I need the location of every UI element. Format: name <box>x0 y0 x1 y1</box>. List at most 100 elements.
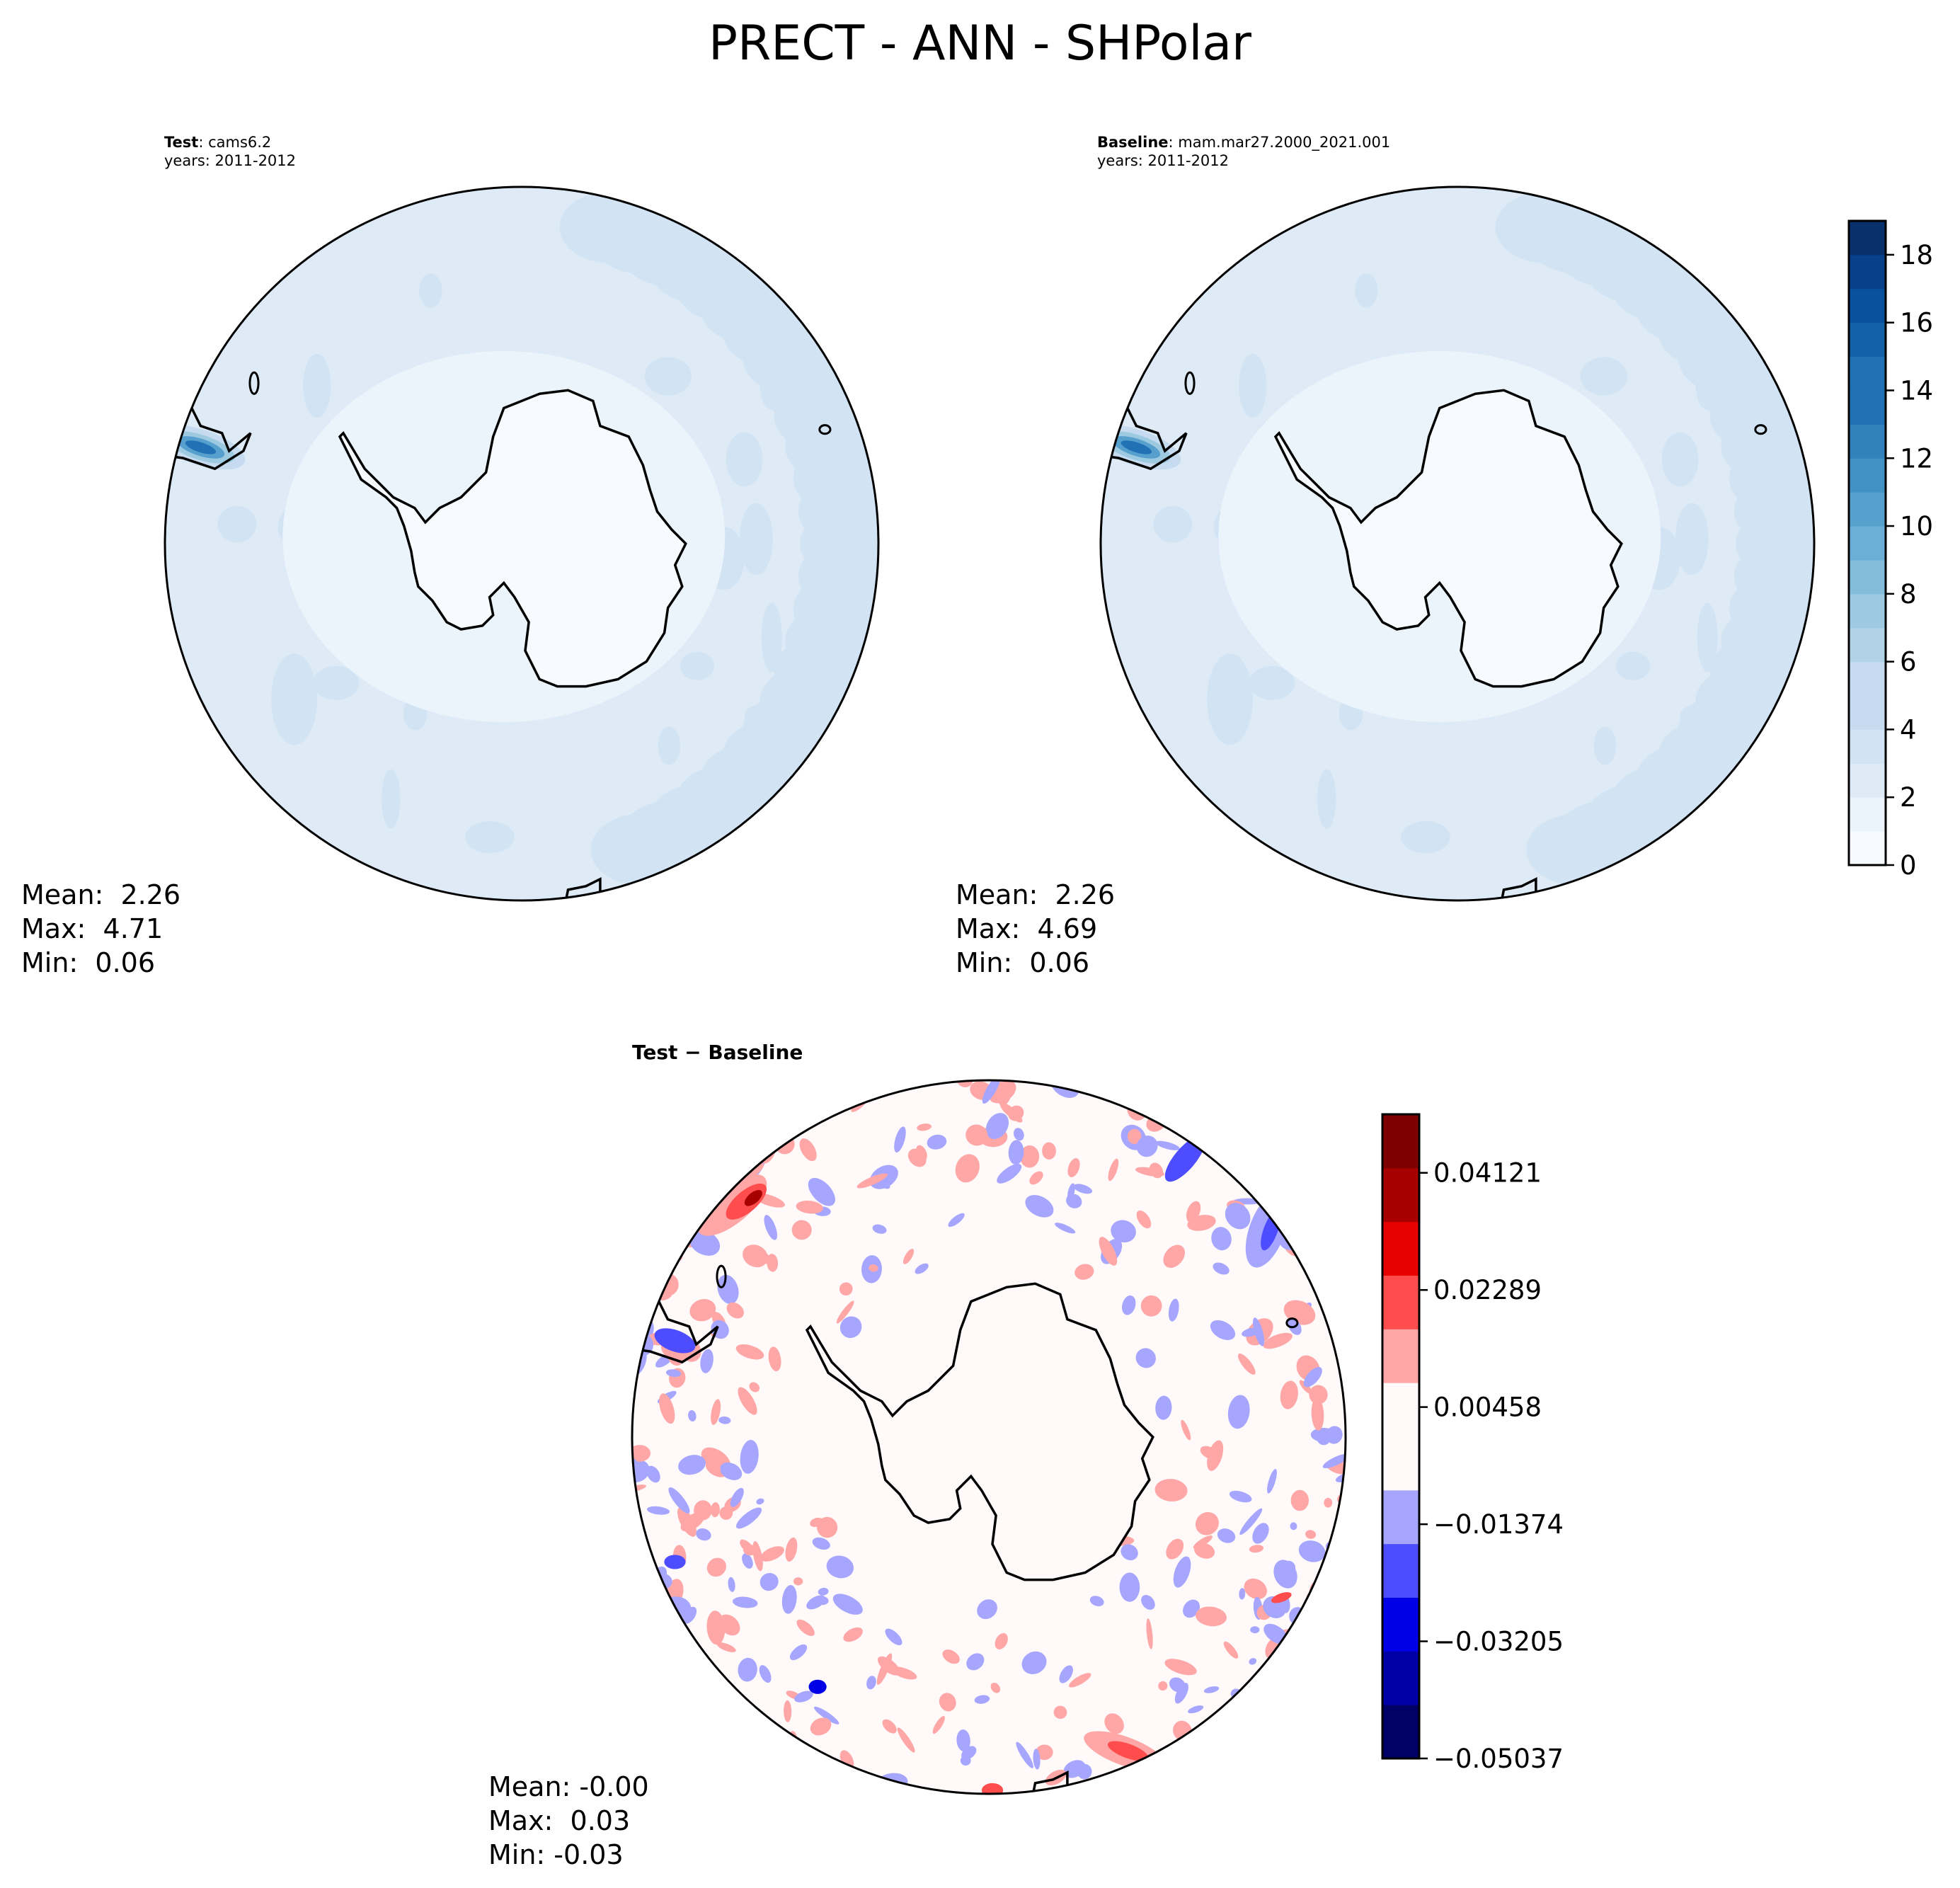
difference-anomaly-patch <box>1119 1572 1140 1602</box>
difference-anomaly-patch <box>1299 1380 1313 1395</box>
div-colorbar-level <box>1382 1543 1419 1598</box>
difference-anomaly-patch <box>978 1053 987 1075</box>
div-colorbar-level <box>1382 1597 1419 1652</box>
seq-colorbar-level <box>1849 458 1886 493</box>
difference-anomaly-patch <box>1141 1595 1155 1610</box>
baseline-stats: Mean: 2.26 Max: 4.69 Min: 0.06 <box>956 878 1115 980</box>
seq-colorbar-level <box>1849 322 1886 357</box>
seq-colorbar-tick-label: 10 <box>1900 511 1933 542</box>
div-colorbar-level <box>1382 1651 1419 1705</box>
difference-anomaly-patch <box>706 1610 726 1645</box>
difference-anomaly-patch <box>1099 1237 1118 1266</box>
baseline-mean: Mean: 2.26 <box>956 879 1116 910</box>
test-contour-patch <box>658 726 681 765</box>
seq-colorbar-tick-label: 6 <box>1900 647 1917 677</box>
difference-anomaly-patch <box>1253 1317 1265 1346</box>
difference-anomaly-patch <box>836 1300 854 1324</box>
difference-anomaly-patch <box>927 1134 947 1150</box>
difference-strong-anomaly <box>664 1555 686 1569</box>
baseline-contour-patch <box>1249 665 1295 700</box>
difference-coastline-kerguelen <box>1285 1317 1299 1329</box>
difference-anomaly-patch <box>965 1124 988 1146</box>
difference-anomaly-patch <box>1305 1530 1317 1539</box>
seq-colorbar-level <box>1849 254 1886 290</box>
seq-colorbar-tick-label: 8 <box>1900 579 1917 610</box>
test-coastline-kerguelen <box>818 424 832 435</box>
test-coastline-falklands <box>248 371 260 395</box>
difference-anomaly-patch <box>856 1173 888 1189</box>
diff-panel-title: Test − Baseline <box>632 1041 803 1064</box>
seq-colorbar-level <box>1849 661 1886 697</box>
difference-anomaly-patch <box>1350 1494 1361 1506</box>
difference-anomaly-patch <box>1068 1673 1091 1688</box>
baseline-map <box>1099 185 1816 902</box>
difference-anomaly-patch <box>781 1585 797 1614</box>
difference-anomaly-patch <box>816 1596 829 1606</box>
difference-anomaly-patch <box>742 1553 753 1569</box>
difference-anomaly-patch <box>1267 1469 1277 1494</box>
difference-anomaly-patch <box>1135 1348 1156 1368</box>
baseline-contour-patch <box>1675 503 1709 576</box>
difference-anomaly-patch <box>966 1653 985 1671</box>
difference-anomaly-patch <box>812 1537 830 1550</box>
diff-stats: Mean: -0.00 Max: 0.03 Min: -0.03 <box>488 1770 649 1872</box>
difference-anomaly-patch <box>759 1665 772 1683</box>
baseline-panel-title: Baseline: mam.mar27.2000_2021.001 years:… <box>1097 133 1390 170</box>
difference-anomaly-patch <box>678 1455 706 1475</box>
div-colorbar-level <box>1382 1221 1419 1276</box>
test-label-model: : cams6.2 <box>198 134 272 151</box>
difference-anomaly-patch <box>1111 1220 1136 1243</box>
difference-strong-anomaly <box>1271 1592 1292 1603</box>
difference-anomaly-patch <box>885 1628 902 1646</box>
difference-anomaly-patch <box>872 1224 887 1234</box>
difference-anomaly-patch <box>1181 1419 1191 1441</box>
baseline-contour-patch <box>1401 820 1450 854</box>
seq-colorbar-level <box>1849 627 1886 663</box>
difference-anomaly-patch <box>1200 1446 1220 1460</box>
test-map-boundary <box>164 185 880 902</box>
difference-coastline-antarctica <box>805 1282 1154 1581</box>
difference-anomaly-patch <box>720 1462 743 1480</box>
difference-anomaly-patch <box>808 1177 835 1206</box>
difference-anomaly-patch <box>738 1387 757 1415</box>
difference-anomaly-patch <box>1249 1545 1264 1553</box>
difference-anomaly-patch <box>1239 1508 1263 1535</box>
test-contour-continent <box>340 390 686 687</box>
difference-anomaly-patch <box>1309 1385 1328 1404</box>
baseline-contour-patch <box>1716 387 1743 416</box>
difference-anomaly-patch <box>1211 1227 1232 1251</box>
difference-anomaly-patch <box>743 1545 757 1556</box>
difference-anomaly-patch <box>1164 1659 1197 1676</box>
diff-max: Max: 0.03 <box>488 1805 631 1836</box>
div-colorbar-level <box>1382 1383 1419 1437</box>
difference-anomaly-patch <box>1203 1686 1220 1693</box>
seq-colorbar-level <box>1849 559 1886 595</box>
difference-anomaly-patch <box>1210 1320 1236 1340</box>
difference-anomaly-patch <box>948 1213 965 1228</box>
difference-anomaly-patch <box>915 1263 929 1274</box>
test-contour-patch <box>419 273 442 308</box>
difference-anomaly-patch <box>1033 1749 1041 1770</box>
difference-continent-fill <box>807 1283 1153 1580</box>
seq-colorbar-tick-label: 4 <box>1900 714 1917 745</box>
test-contour-patch <box>780 387 808 416</box>
test-contour-patch <box>465 820 515 854</box>
difference-anomaly-patch <box>711 1502 720 1518</box>
difference-anomaly-patch <box>1158 1681 1168 1691</box>
difference-anomaly-patch <box>749 1382 760 1392</box>
difference-anomaly-patch <box>1223 1641 1239 1659</box>
difference-anomaly-patch <box>1019 1145 1040 1168</box>
difference-anomaly-patch <box>1055 1223 1076 1234</box>
difference-anomaly-patch <box>1029 1171 1043 1185</box>
difference-anomaly-patch <box>1183 1599 1200 1618</box>
difference-anomaly-patch <box>764 1215 777 1240</box>
difference-anomaly-patch <box>1290 1489 1309 1511</box>
difference-anomaly-patch <box>784 1700 792 1722</box>
difference-anomaly-patch <box>861 1080 872 1093</box>
test-map <box>164 185 880 902</box>
test-contour-patch <box>810 496 859 522</box>
difference-anomaly-patch <box>1186 1201 1201 1223</box>
baseline-contour-continent <box>1276 390 1622 687</box>
figure-title: PRECT - ANN - SHPolar <box>708 16 1252 71</box>
difference-anomaly-patch <box>659 1393 675 1424</box>
